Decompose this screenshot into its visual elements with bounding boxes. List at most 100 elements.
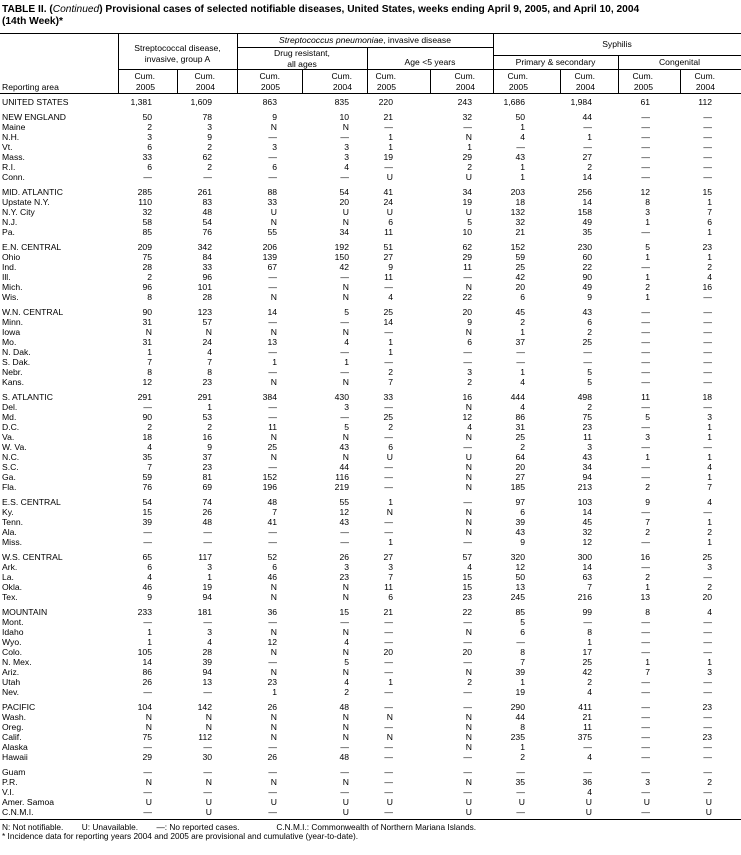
cell-value: 69 (202, 482, 212, 492)
cell-value: U (465, 452, 472, 462)
table-row: Tex. 9 94 N N 6 23 245 216 13 20 (0, 592, 741, 602)
cell-value: 23 (702, 702, 712, 712)
cell-value: 29 (462, 152, 472, 162)
cell-value: N (465, 527, 472, 537)
cell-value: 3 (707, 562, 712, 572)
cell-value: 152 (510, 242, 525, 252)
reporting-area-name: R.I. (2, 162, 16, 172)
cell-value: 3 (344, 562, 349, 572)
header-primary-secondary: Primary & secondary (515, 57, 596, 67)
cell-value: 96 (202, 272, 212, 282)
cell-value: 9 (467, 317, 472, 327)
cell-value: 235 (510, 732, 525, 742)
cell-value: 24 (383, 197, 393, 207)
cell-value: 1 (520, 162, 525, 172)
cell-value: 2 (587, 327, 592, 337)
cell-value: 2 (147, 272, 152, 282)
row-group: NEW ENGLAND 50 78 9 10 21 32 50 44— — Maine 2 3 N N — —1… (0, 112, 741, 182)
cell-value: 384 (262, 392, 277, 402)
header-top-rule (0, 33, 741, 34)
cell-value: 39 (515, 667, 525, 677)
cell-value: 2 (467, 162, 472, 172)
cell-value: 34 (462, 187, 472, 197)
cell-value: 7 (645, 517, 650, 527)
table-row: Maine 2 3 N N — — 1 — — — (0, 122, 741, 132)
cell-value: 2 (645, 527, 650, 537)
cell-value: 2 (388, 367, 393, 377)
cell-value: — (703, 402, 712, 412)
cell-value: — (268, 402, 277, 412)
cell-value: 1 (207, 572, 212, 582)
cell-value: 3 (207, 562, 212, 572)
cell-value: U (643, 797, 650, 807)
cell-value: U (585, 807, 592, 817)
cell-value: 20 (383, 647, 393, 657)
table-row: Iowa N N N N — N 1 2 — — (0, 327, 741, 337)
reporting-area-name: Iowa (2, 327, 21, 337)
cell-value: N (145, 722, 152, 732)
cell-value: — (703, 787, 712, 797)
reporting-area-name: D.C. (2, 422, 20, 432)
cell-value: 27 (383, 252, 393, 262)
cell-value: 45 (582, 517, 592, 527)
cell-value: — (340, 172, 349, 182)
cell-value: — (384, 807, 393, 817)
cell-value: N (342, 627, 349, 637)
cell-value: 103 (577, 497, 592, 507)
cell-value: — (268, 412, 277, 422)
cell-value: — (703, 327, 712, 337)
cell-value: U (145, 797, 152, 807)
cell-value: 57 (462, 552, 472, 562)
cell-value: 20 (702, 592, 712, 602)
cell-value: N (342, 292, 349, 302)
cell-value: 3 (147, 132, 152, 142)
cell-value: N (270, 582, 277, 592)
cell-value: 43 (582, 452, 592, 462)
cell-value: — (340, 527, 349, 537)
cell-value: — (463, 497, 472, 507)
cell-value: — (203, 742, 212, 752)
cell-value: 50 (515, 572, 525, 582)
cell-value: — (268, 272, 277, 282)
cell-value: 4 (587, 687, 592, 697)
cell-value: 4 (388, 292, 393, 302)
cell-value: — (340, 617, 349, 627)
cell-value: 2 (707, 777, 712, 787)
header-pneumo: Streptococcus pneumoniae, invasive disea… (279, 35, 451, 45)
cell-value: 104 (137, 702, 152, 712)
row-group: MID. ATLANTIC 285 261 88 54 41 34 203 256 12 15 Ups… (0, 187, 741, 237)
cell-value: — (384, 472, 393, 482)
cell-value: 54 (202, 217, 212, 227)
reporting-area-name: Amer. Samoa (2, 797, 55, 807)
cell-value: 110 (138, 197, 152, 207)
reporting-area-name: Ill. (2, 272, 11, 282)
table-row: S.C. 7 23 — 44 — N 20 34 — 4 (0, 462, 741, 472)
cell-value: U (705, 797, 712, 807)
cell-value: 1,984 (570, 97, 592, 107)
cell-value: 1 (207, 402, 212, 412)
cell-value: 59 (515, 252, 525, 262)
table-row: Utah 26 13 23 4 1 2 1 2 — — (0, 677, 741, 687)
cell-value: N (145, 777, 152, 787)
cell-value: N (342, 217, 349, 227)
row-group: E.N. CENTRAL 209 342 206 192 51 62 152 230 5 23 Ohi… (0, 242, 741, 302)
cell-value: 430 (334, 392, 349, 402)
cell-value: — (143, 767, 152, 777)
cell-value: — (384, 402, 393, 412)
cell-value: 6 (272, 562, 277, 572)
cell-value: — (516, 637, 525, 647)
divider (302, 69, 303, 93)
cell-value: N (465, 472, 472, 482)
cell-value: N (342, 452, 349, 462)
cell-value: — (203, 537, 212, 547)
table-row: PACIFIC 104 142 26 48 — — 290 411 — 23 (0, 702, 741, 712)
cell-value: 88 (267, 187, 277, 197)
table-row: MOUNTAIN 233 181 36 15 21 22 85 99 8 4 (0, 607, 741, 617)
cell-value: 28 (202, 292, 212, 302)
cell-value: 230 (577, 242, 592, 252)
cell-value: — (340, 347, 349, 357)
cell-value: 5 (344, 307, 349, 317)
cell-value: N (270, 432, 277, 442)
reporting-area-name: Ohio (2, 252, 21, 262)
cell-value: 7 (147, 357, 152, 367)
